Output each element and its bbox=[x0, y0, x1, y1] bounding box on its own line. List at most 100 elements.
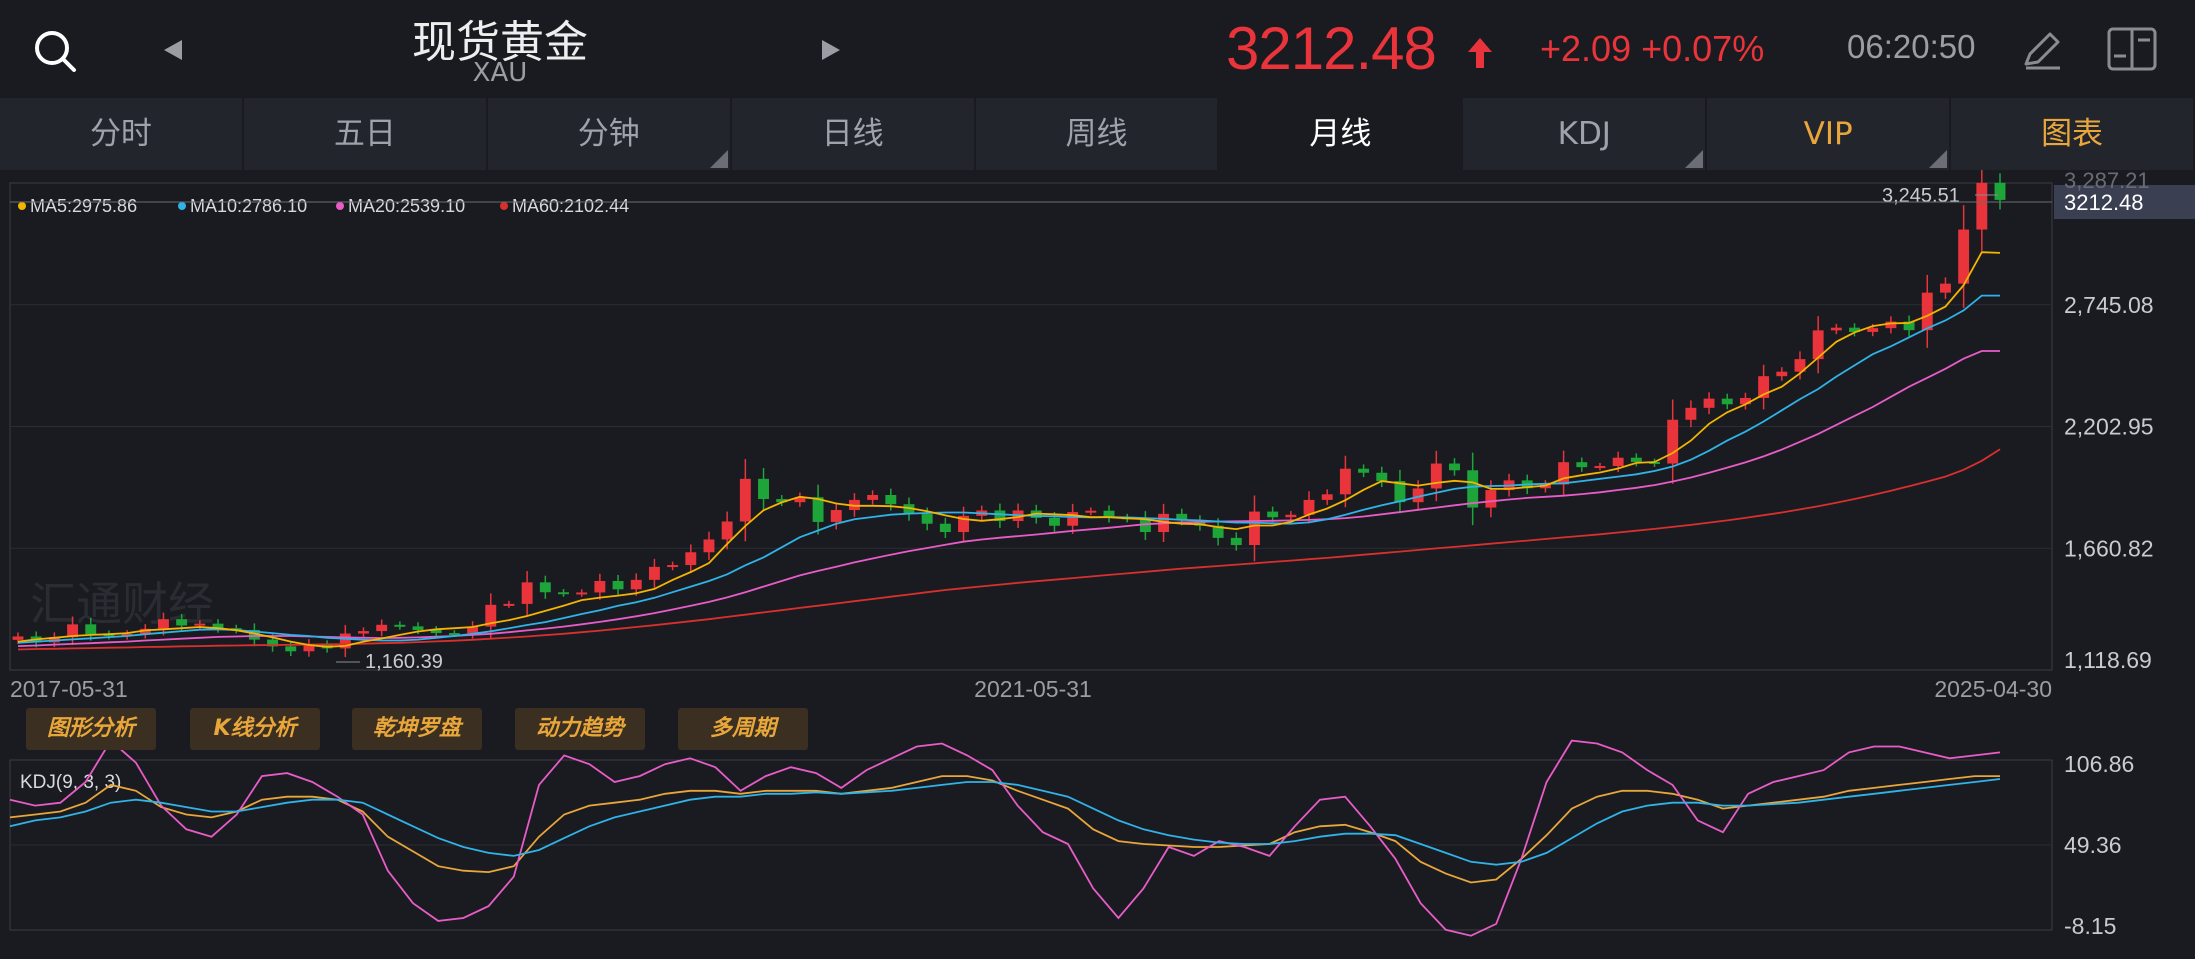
tool-button-2[interactable]: 乾坤罗盘 bbox=[352, 708, 482, 750]
candle-body bbox=[1321, 494, 1333, 500]
submenu-corner-icon bbox=[1929, 150, 1948, 168]
candle-body bbox=[994, 510, 1006, 522]
candle-body bbox=[867, 494, 879, 500]
candle-body bbox=[1739, 397, 1751, 405]
candle-body bbox=[667, 565, 679, 568]
layout-icon[interactable] bbox=[2106, 26, 2158, 72]
candle-body bbox=[158, 619, 169, 629]
candle-body bbox=[1394, 481, 1406, 503]
submenu-corner-icon bbox=[709, 150, 728, 168]
candle-body bbox=[794, 497, 806, 503]
tool-button-0[interactable]: 图形分析 bbox=[26, 708, 156, 750]
candle-body bbox=[1903, 321, 1915, 331]
kdj-y-tick-label: 49.36 bbox=[2064, 832, 2122, 858]
quote-header: 现货黄金 XAU 3212.48 +2.09 +0.07% 06:20:50 bbox=[0, 0, 2195, 98]
candle-body bbox=[558, 592, 569, 595]
tab-6[interactable]: KDJ bbox=[1463, 98, 1708, 170]
candle-body bbox=[1285, 514, 1297, 518]
candle-body bbox=[1576, 462, 1588, 468]
high-label: 3,245.51 bbox=[1882, 185, 1960, 207]
candle-body bbox=[267, 639, 279, 647]
candle-body bbox=[412, 626, 424, 630]
candle-body bbox=[576, 592, 588, 595]
tab-1[interactable]: 五日 bbox=[244, 98, 488, 170]
kdj-y-tick-label: 106.86 bbox=[2064, 751, 2134, 777]
candle-body bbox=[1939, 283, 1951, 293]
tool-button-1[interactable]: K线分析 bbox=[190, 708, 320, 750]
candle-body bbox=[1194, 520, 1206, 526]
ma20-line bbox=[17, 350, 2000, 647]
candle-body bbox=[812, 497, 824, 522]
candle-body bbox=[539, 582, 551, 593]
candle-body bbox=[1339, 468, 1351, 495]
search-icon[interactable] bbox=[30, 26, 80, 76]
legend-label: MA20:2539.10 bbox=[348, 196, 465, 216]
candle-body bbox=[1885, 321, 1897, 329]
candle-body bbox=[521, 582, 533, 604]
candle-body bbox=[1449, 463, 1460, 471]
candle-body bbox=[1758, 376, 1770, 398]
candle-body bbox=[1176, 513, 1188, 521]
candle-body bbox=[885, 494, 897, 505]
candle-body bbox=[1049, 517, 1060, 526]
candle-body bbox=[1430, 463, 1442, 489]
pencil-icon[interactable] bbox=[2020, 28, 2066, 72]
candle-body bbox=[721, 521, 733, 540]
candle-body bbox=[594, 580, 606, 593]
candle-body bbox=[1558, 462, 1570, 485]
candle-body bbox=[1867, 328, 1879, 332]
period-tabs: 分时 五日 分钟 日线 周线 月线 KDJ VIP 图表 bbox=[0, 98, 2195, 170]
y-tick-label: 2,202.95 bbox=[2064, 414, 2154, 440]
candle-body bbox=[1067, 512, 1079, 526]
candle-body bbox=[1976, 182, 1988, 230]
candle-body bbox=[430, 629, 442, 634]
tab-4[interactable]: 周线 bbox=[976, 98, 1220, 170]
tab-5[interactable]: 月线 bbox=[1219, 98, 1464, 170]
x-tick-label: 2017-05-31 bbox=[10, 676, 128, 702]
candle-body bbox=[1849, 327, 1860, 332]
candle-body bbox=[739, 478, 751, 522]
kdj-y-tick-label: -8.15 bbox=[2064, 913, 2116, 939]
candle-body bbox=[448, 633, 460, 636]
tab-0[interactable]: 分时 bbox=[0, 98, 244, 170]
candle-body bbox=[194, 623, 206, 626]
candle-body bbox=[1667, 419, 1679, 464]
candle-body bbox=[1303, 499, 1315, 515]
tab-3[interactable]: 日线 bbox=[732, 98, 976, 170]
candle-body bbox=[703, 539, 715, 553]
candle-body bbox=[339, 633, 351, 649]
tab-2[interactable]: 分钟 bbox=[488, 98, 732, 170]
tool-button-4[interactable]: 多周期 bbox=[678, 708, 808, 750]
x-tick-label: 2021-05-31 bbox=[974, 676, 1092, 702]
tab-8[interactable]: 图表 bbox=[1951, 98, 2195, 170]
arrow-up-icon bbox=[1468, 38, 1492, 68]
change-percent: +0.07% bbox=[1641, 28, 1765, 69]
change-value: +2.09 bbox=[1540, 28, 1632, 69]
candle-body bbox=[685, 552, 697, 566]
kdj-j-line bbox=[9, 739, 2001, 937]
candle-body bbox=[1358, 468, 1370, 473]
candle-body bbox=[503, 603, 515, 606]
low-label: 1,160.39 bbox=[365, 651, 443, 673]
tab-7[interactable]: VIP bbox=[1707, 98, 1952, 170]
tool-button-3[interactable]: 动力趋势 bbox=[515, 708, 645, 750]
candle-body bbox=[467, 626, 479, 634]
candle-body bbox=[1103, 510, 1115, 518]
candle-body bbox=[1630, 457, 1642, 462]
x-tick-label: 2025-04-30 bbox=[1934, 676, 2052, 702]
instrument-symbol: XAU bbox=[472, 58, 528, 88]
candle-body bbox=[394, 624, 406, 627]
candle-body bbox=[1685, 407, 1697, 420]
triangle-right-icon[interactable] bbox=[820, 38, 844, 62]
tab-label: 周线 bbox=[1065, 116, 1128, 152]
candle-body bbox=[1467, 470, 1479, 508]
triangle-left-icon[interactable] bbox=[160, 38, 184, 62]
candle-body bbox=[376, 624, 388, 632]
candle-body bbox=[248, 629, 260, 640]
candle-body bbox=[358, 631, 369, 634]
candle-body bbox=[921, 514, 933, 524]
candle-body bbox=[121, 633, 133, 637]
legend-dot bbox=[18, 202, 26, 210]
legend-dot bbox=[500, 202, 508, 210]
